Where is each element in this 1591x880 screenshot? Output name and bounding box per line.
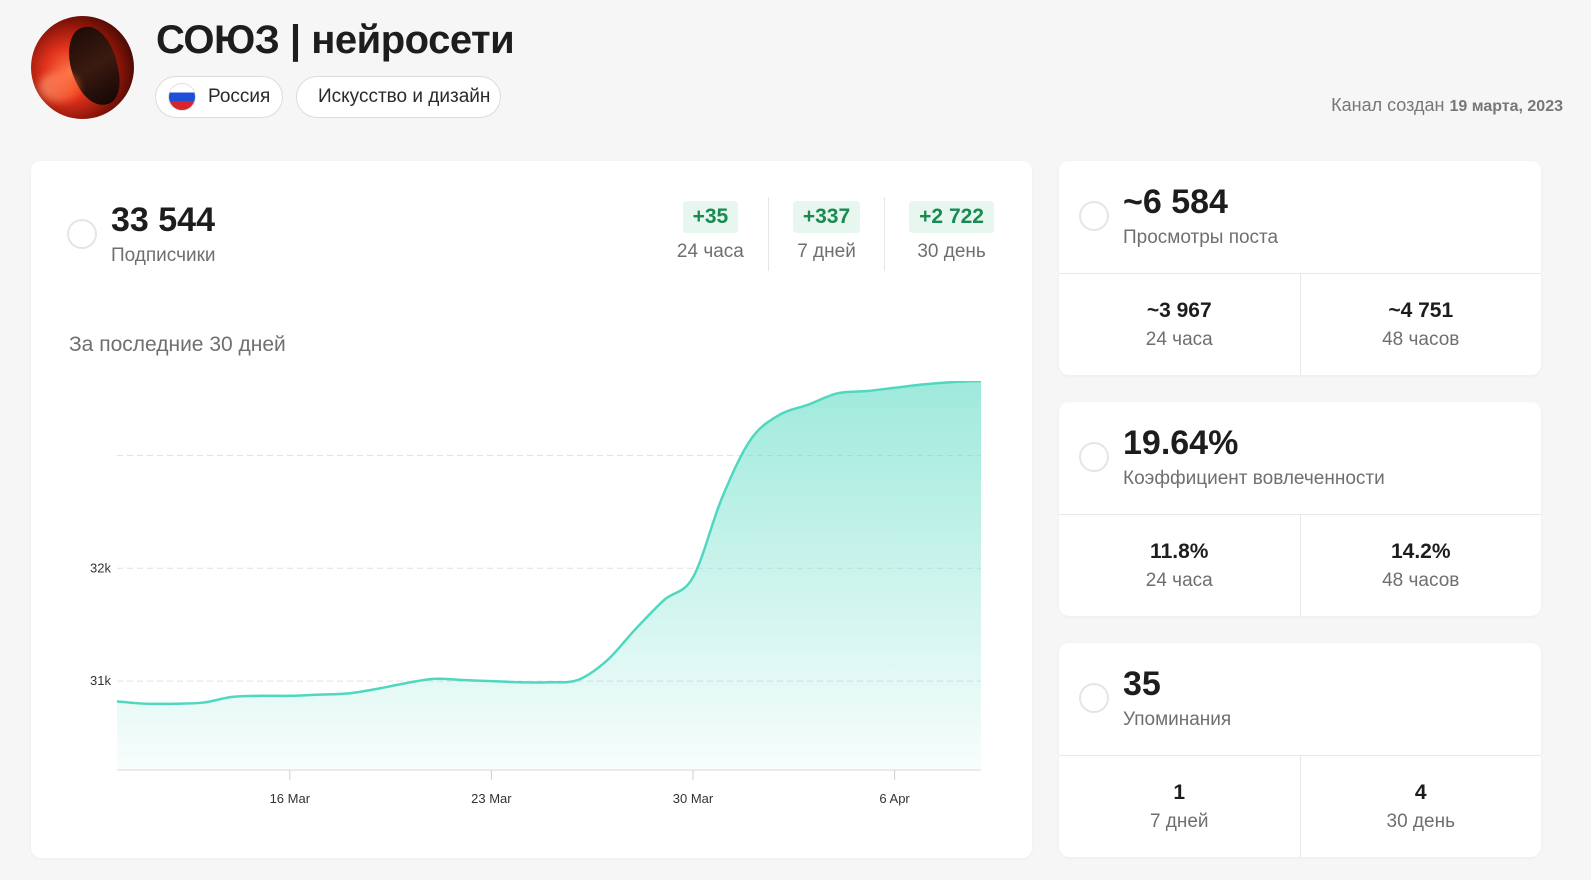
mentions-30d-value: 4 [1414,780,1427,804]
mentions-summary: 35 Упоминания [1059,643,1541,756]
category-label: Искусство и дизайн [318,86,491,107]
views-radio[interactable] [1079,201,1109,231]
subscribers-card: 33 544 Подписчики +35 24 часа +337 7 дне… [31,161,1032,858]
x-tick-label: 6 Apr [879,791,910,806]
delta-30d-label: 30 день [917,241,986,262]
delta-24h-label: 24 часа [676,241,744,262]
engagement-48h-label: 48 часов [1382,569,1460,591]
mentions-card: 35 Упоминания 1 7 дней 4 30 день [1059,643,1541,857]
x-tick-label: 30 Mar [673,791,714,806]
views-breakdown: ~3 967 24 часа ~4 751 48 часов [1059,274,1541,375]
channel-title: СОЮЗ | нейросети [156,18,515,62]
views-summary: ~6 584 Просмотры поста [1059,161,1541,274]
delta-7d: +337 7 дней [767,197,884,271]
views-label: Просмотры поста [1123,227,1279,248]
engagement-48h-value: 14.2% [1390,539,1451,563]
engagement-card: 19.64% Коэффициент вовлеченности 11.8% 2… [1059,402,1541,616]
created-date: 19 марта, 2023 [1449,98,1563,115]
mentions-30d: 4 30 день [1299,756,1542,857]
y-tick-label: 32k [90,560,111,575]
mentions-radio[interactable] [1079,683,1109,713]
engagement-label: Коэффициент вовлеченности [1123,468,1385,489]
x-tick-label: 16 Mar [270,791,311,806]
engagement-48h: 14.2% 48 часов [1299,515,1542,616]
delta-7d-value: +337 [792,201,861,233]
y-tick-label: 31k [90,673,111,688]
mentions-label: Упоминания [1123,709,1232,730]
subscribers-area [117,381,981,770]
views-48h-value: ~4 751 [1388,298,1454,322]
mentions-7d-label: 7 дней [1149,810,1209,832]
engagement-24h-value: 11.8% [1150,539,1209,563]
mentions-7d: 1 7 дней [1059,756,1300,857]
mentions-value: 35 [1123,665,1161,703]
views-24h: ~3 967 24 часа [1059,274,1300,375]
engagement-breakdown: 11.8% 24 часа 14.2% 48 часов [1059,515,1541,616]
x-tick-label: 23 Mar [471,791,512,806]
channel-avatar [31,16,134,119]
subscribers-count: 33 544 [111,201,215,239]
subscribers-radio[interactable] [67,219,97,249]
country-label: Россия [208,86,271,107]
russia-flag-icon [168,83,196,111]
channel-created: Канал создан 19 марта, 2023 [1331,95,1563,116]
subscribers-label: Подписчики [111,245,216,266]
views-24h-value: ~3 967 [1146,298,1212,322]
views-card: ~6 584 Просмотры поста ~3 967 24 часа ~4… [1059,161,1541,375]
subscribers-chart: 16 Mar 23 Mar 30 Mar 6 Apr 31k 32k [90,381,982,806]
delta-24h: +35 24 часа [653,197,768,271]
category-chip[interactable]: Искусство и дизайн [296,76,502,118]
chart-range-label: За последние 30 дней [69,333,286,356]
views-48h-label: 48 часов [1382,328,1460,350]
engagement-24h: 11.8% 24 часа [1059,515,1300,616]
mentions-breakdown: 1 7 дней 4 30 день [1059,756,1541,857]
engagement-summary: 19.64% Коэффициент вовлеченности [1059,402,1541,515]
country-chip[interactable]: Россия [155,76,284,118]
delta-30d-value: +2 722 [909,201,994,233]
engagement-24h-label: 24 часа [1145,569,1213,591]
engagement-radio[interactable] [1079,442,1109,472]
views-48h: ~4 751 48 часов [1299,274,1542,375]
engagement-value: 19.64% [1123,424,1239,462]
delta-24h-value: +35 [682,201,739,233]
subscriber-deltas: +35 24 часа +337 7 дней +2 722 30 день [653,197,994,271]
delta-30d: +2 722 30 день [884,197,994,271]
subscribers-line [116,381,982,706]
created-label: Канал создан [1331,95,1445,115]
mentions-7d-value: 1 [1173,780,1186,804]
delta-7d-label: 7 дней [797,241,856,262]
views-24h-label: 24 часа [1145,328,1213,350]
channel-header: СОЮЗ | нейросети Россия Искусство и диза… [0,0,1591,150]
views-value: ~6 584 [1123,183,1228,221]
mentions-30d-label: 30 день [1386,810,1455,832]
